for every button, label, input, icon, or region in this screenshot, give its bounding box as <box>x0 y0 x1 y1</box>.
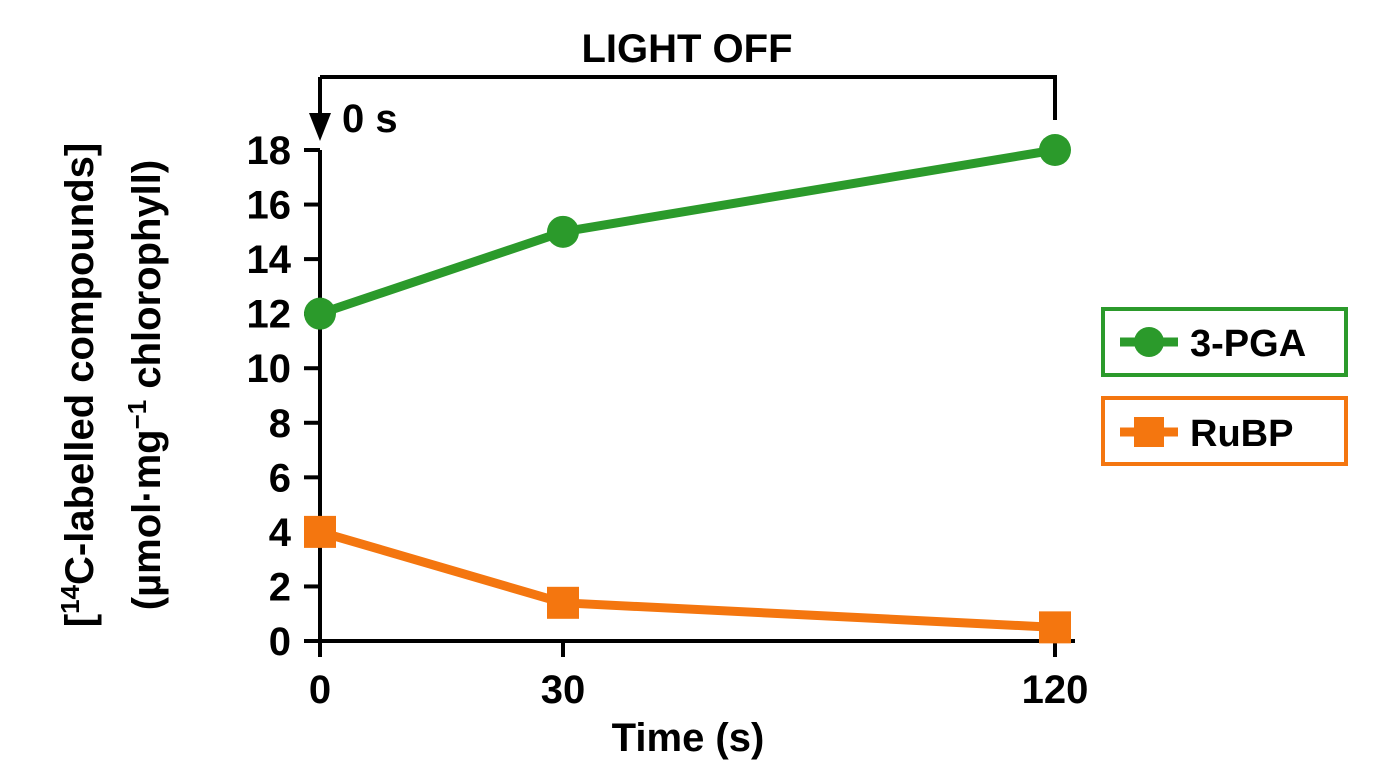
y-tick-label: 8 <box>269 402 291 446</box>
axes: 0 2 4 6 8 10 12 14 16 18 0 30 120 <box>247 129 1089 712</box>
x-tick-label: 120 <box>1022 668 1089 712</box>
y-tick-label: 4 <box>269 511 292 555</box>
x-ticks: 0 30 120 <box>309 641 1089 712</box>
legend-item-3pga: 3-PGA <box>1101 307 1348 377</box>
zero-s-label: 0 s <box>342 97 398 141</box>
series-line <box>318 527 1056 632</box>
y-tick-label: 16 <box>247 184 292 228</box>
x-axis-title: Time (s) <box>612 716 765 760</box>
arrow-head-icon <box>309 113 331 141</box>
legend-square-icon <box>1134 417 1164 447</box>
y-axis-title-2: (µmol·mg−1 chlorophyll) <box>122 160 169 610</box>
data-point <box>1039 134 1071 166</box>
y-tick-label: 0 <box>269 620 291 664</box>
y-axis-title: [14C-labelled compounds] <box>55 143 102 628</box>
x-tick-label: 0 <box>309 668 331 712</box>
y-tick-label: 12 <box>247 293 292 337</box>
legend-label-3pga: 3-PGA <box>1190 323 1306 365</box>
x-tick-label: 30 <box>541 668 586 712</box>
data-point <box>547 215 579 248</box>
y-tick-label: 2 <box>269 565 291 609</box>
y-ticks: 0 2 4 6 8 10 12 14 16 18 <box>247 129 320 664</box>
y-axis-title-line1: [14C-labelled compounds] <box>55 143 102 628</box>
light-off-label: LIGHT OFF <box>581 27 792 71</box>
data-point <box>547 586 579 619</box>
legend: 3-PGA RuBP <box>1101 307 1348 466</box>
data-point <box>1039 611 1071 644</box>
y-tick-label: 6 <box>269 456 291 500</box>
y-axis-title-line2: (µmol·mg−1 chlorophyll) <box>122 160 169 610</box>
data-point <box>304 297 336 330</box>
y-tick-label: 10 <box>247 347 292 391</box>
bracket-line <box>320 75 1057 120</box>
light-off-bracket: LIGHT OFF 0 s <box>309 27 1057 141</box>
series-layer <box>304 134 1071 644</box>
y-tick-label: 18 <box>247 129 292 173</box>
series-rubp <box>304 515 1071 644</box>
data-point <box>304 515 336 548</box>
legend-label-rubp: RuBP <box>1190 413 1293 455</box>
y-tick-label: 14 <box>247 238 292 282</box>
legend-item-rubp: RuBP <box>1101 396 1348 466</box>
series-line <box>318 145 1056 318</box>
legend-circle-icon <box>1134 327 1164 357</box>
series-3-pga <box>304 134 1071 330</box>
